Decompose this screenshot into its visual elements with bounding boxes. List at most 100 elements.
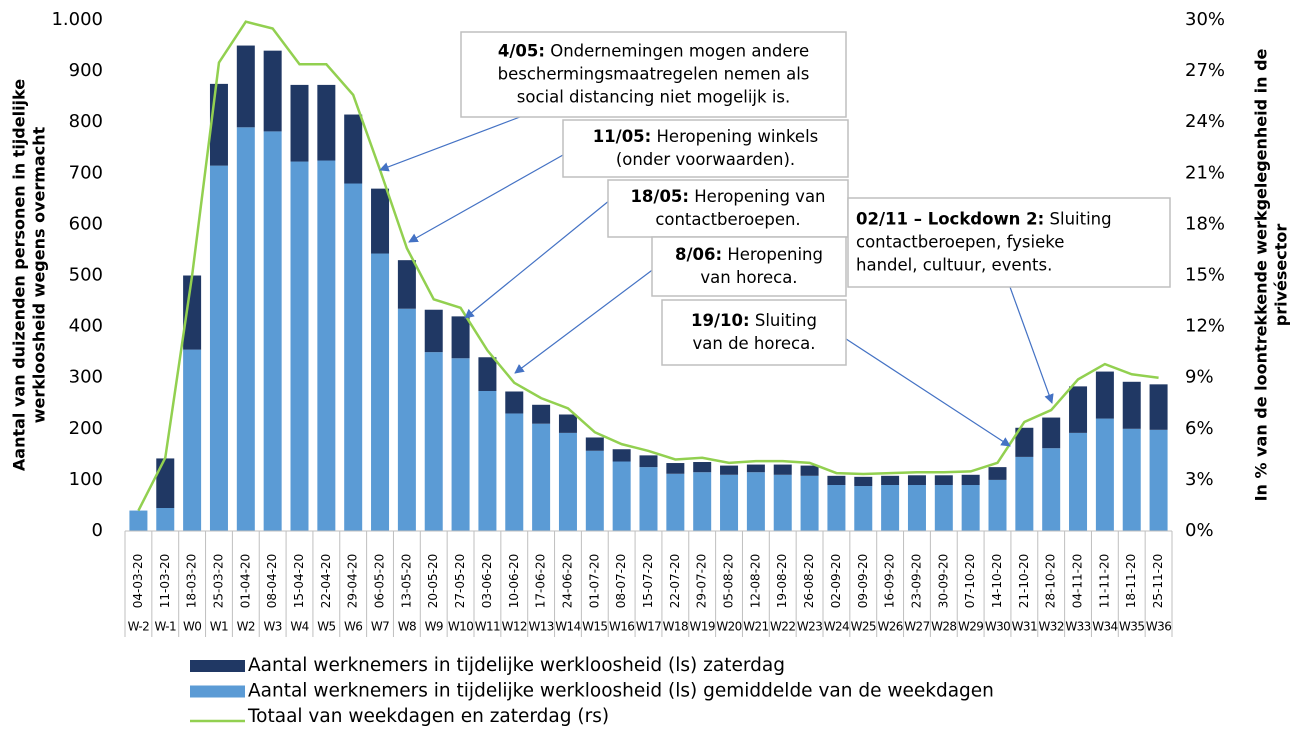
x-group-label: W7	[371, 620, 389, 634]
y2-tick-label: 24%	[1185, 111, 1225, 132]
x-group-label: W26	[877, 620, 902, 634]
bar	[290, 161, 309, 531]
x-tick-label: 05-08-20	[722, 554, 736, 608]
annotation-line: Ondernemingen mogen andere	[550, 41, 809, 60]
annotation-text: (onder voorwaarden).	[616, 150, 795, 169]
bar	[478, 390, 497, 531]
annotation-line: Heropening van	[694, 187, 825, 206]
annotation-text: handel, cultuur, events.	[856, 255, 1052, 274]
bar	[1122, 381, 1141, 429]
y-tick-label: 500	[69, 265, 103, 286]
bar	[746, 472, 765, 531]
annotation-line: van horeca.	[700, 268, 797, 287]
bar	[451, 316, 470, 359]
x-tick-label: 21-10-20	[1017, 554, 1031, 608]
legend-swatch	[190, 660, 245, 672]
bar	[907, 485, 926, 531]
bar	[371, 253, 390, 532]
annotation-arrow	[464, 199, 611, 319]
x-group-label: W27	[904, 620, 929, 634]
bar	[532, 404, 551, 424]
bar	[1095, 371, 1114, 419]
x-tick-label: 13-05-20	[399, 554, 413, 608]
x-tick-label: 11-11-20	[1097, 554, 1111, 608]
bar	[558, 432, 577, 531]
y-tick-label: 800	[69, 111, 103, 132]
annotation-text: 02/11 – Lockdown 2: Sluiting	[856, 209, 1112, 228]
x-group-label: W13	[528, 620, 553, 634]
bar	[209, 165, 228, 531]
x-tick-label: 06-05-20	[373, 554, 387, 608]
bar	[129, 510, 148, 531]
x-group-label: W33	[1065, 620, 1090, 634]
x-group-label: W19	[690, 620, 715, 634]
x-group-label: W10	[448, 620, 473, 634]
y-tick-label: 0	[92, 520, 103, 541]
x-group-label: W25	[851, 620, 876, 634]
bar	[290, 84, 309, 162]
x-group-label: W18	[663, 620, 688, 634]
bar	[1015, 427, 1034, 457]
bar	[988, 479, 1007, 531]
bar	[827, 475, 846, 486]
bar	[639, 467, 658, 531]
x-tick-label: 15-07-20	[641, 554, 655, 608]
bar	[612, 449, 631, 462]
annotation-box	[562, 119, 849, 178]
bar	[505, 391, 524, 414]
bar	[800, 475, 819, 531]
x-group-label: W35	[1119, 620, 1144, 634]
annotation-date: 19/10:	[691, 311, 750, 330]
y2-tick-label: 18%	[1185, 213, 1225, 234]
x-group-label: W6	[344, 620, 362, 634]
bar	[558, 414, 577, 433]
y-tick-label: 700	[69, 162, 103, 183]
x-group-label: W30	[985, 620, 1010, 634]
x-group-label: W16	[609, 620, 634, 634]
bar	[532, 423, 551, 531]
bar	[344, 114, 363, 184]
bar	[1015, 456, 1034, 531]
y-tick-label: 400	[69, 316, 103, 337]
x-tick-label: 01-04-20	[238, 554, 252, 608]
bar	[317, 160, 336, 531]
bar	[1149, 429, 1168, 531]
x-group-label: W36	[1146, 620, 1171, 634]
annotation-box	[847, 197, 1171, 288]
bar	[1069, 432, 1088, 531]
x-group-label: W29	[958, 620, 983, 634]
bar	[156, 458, 175, 509]
x-group-label: W5	[317, 620, 335, 634]
x-group-label: W21	[743, 620, 768, 634]
legend-label: Totaal van weekdagen en zaterdag (rs)	[247, 706, 609, 727]
y-tick-label: 1.000	[51, 9, 103, 30]
x-group-label: W0	[183, 620, 201, 634]
bar	[1042, 448, 1061, 531]
x-tick-label: 18-03-20	[185, 554, 199, 608]
annotation-line: contactberoepen, fysieke	[856, 232, 1064, 251]
x-group-label: W12	[502, 620, 527, 634]
annotation-text: 11/05: Heropening winkels	[593, 127, 819, 146]
x-tick-label: 19-08-20	[775, 554, 789, 608]
bar	[236, 127, 255, 531]
annotation-arrow	[1009, 286, 1054, 404]
x-group-label: W15	[582, 620, 607, 634]
x-tick-label: 26-08-20	[802, 554, 816, 608]
x-tick-label: 18-11-20	[1124, 554, 1138, 608]
bar	[612, 461, 631, 531]
x-tick-label: 28-10-20	[1044, 554, 1058, 608]
bar	[988, 467, 1007, 480]
bar	[773, 464, 792, 475]
annotation-text: 4/05: Ondernemingen mogen andere	[498, 41, 809, 60]
annotation-box	[607, 179, 849, 238]
x-group-label: W28	[931, 620, 956, 634]
annotation-line: Sluiting	[755, 311, 817, 330]
annotation-line: handel, cultuur, events.	[856, 255, 1052, 274]
bar	[666, 473, 685, 531]
x-tick-label: 02-09-20	[829, 554, 843, 608]
x-tick-label: 27-05-20	[453, 554, 467, 608]
bar	[424, 352, 443, 531]
y-tick-label: 600	[69, 213, 103, 234]
